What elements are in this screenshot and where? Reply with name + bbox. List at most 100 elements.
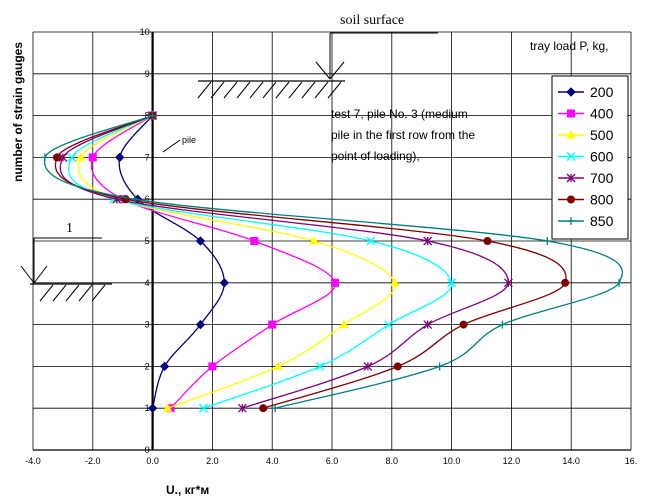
data-point [195,319,206,330]
marker-stroke [315,361,325,371]
y-tick-label: 10 [140,27,150,37]
section-symbol [20,237,112,302]
x-tick-label: 12.0 [503,456,521,466]
data-point [615,278,624,287]
series-700 [58,111,513,413]
test-note-line: point of loading), [331,149,420,163]
data-point [459,320,468,329]
axes [33,32,631,451]
data-point [52,153,61,162]
marker-stroke [67,152,77,162]
hatch-line [314,81,329,99]
data-point [159,361,170,372]
series-line [54,115,567,409]
legend-label: 600 [590,149,614,165]
y-tick-label: 2 [145,361,150,371]
y-tick-label: 5 [145,236,150,246]
legend-label: 400 [590,106,614,122]
marker-stroke [366,236,376,246]
y-tick-label: 3 [145,320,150,330]
series-line [90,115,336,409]
data-point [315,361,325,371]
x-tick-label: 16. [625,456,638,466]
data-point [273,361,284,370]
legend-box [551,75,629,240]
test-note-line: test 7, pile No. 3 (medium [331,107,468,121]
legend-label: 500 [590,127,614,143]
data-point [250,237,259,245]
tick-labels: -4.0 -2.0 0.0 2.0 4.0 6.0 8.0 10.0 12.0 14.0 16. 0 1… [25,27,637,466]
y-axis-label: number of strain gauges [11,42,25,182]
data-point [543,237,552,245]
data-point [271,404,280,413]
data-point [498,320,507,329]
hatch-line [197,81,212,99]
x-tick-label: 0.0 [146,456,159,466]
hatch-line [249,81,264,99]
legend-item-850: 850 [558,213,614,229]
data-point [363,361,373,371]
data-point [330,278,339,287]
test-note: test 7, pile No. 3 (medium pile in the f… [331,107,475,163]
legend-marker [567,217,575,225]
y-tick-label: 8 [145,111,150,121]
x-tick-label: -4.0 [25,456,41,466]
hatch-line [236,81,251,99]
legend-marker [566,129,576,139]
y-tick-label: 9 [145,69,150,79]
legend-marker [567,195,575,204]
x-tick-label: 6.0 [326,456,339,466]
data-point [389,277,400,287]
legend-item-600: 600 [558,149,614,165]
data-point [67,152,77,162]
y-tick-label: 1 [145,403,150,413]
hatch-line [223,81,238,99]
data-point [198,403,208,413]
series-850 [40,111,624,413]
marker-stroke [384,320,394,330]
data-point [483,237,492,245]
hatch-line [210,81,225,99]
x-tick-label: -2.0 [85,456,101,466]
legend-label: 850 [590,213,614,229]
y-tick-label: 6 [145,194,150,204]
data-point [40,153,49,162]
hatch-line [52,284,67,302]
legend-label: 800 [590,192,614,208]
data-point [75,152,86,161]
x-tick-label: 8.0 [386,456,399,466]
legend-marker [567,109,575,118]
marker-stroke [566,151,576,162]
section-label: 1 [66,221,73,236]
legend-label: 200 [590,84,614,100]
data-point [339,319,349,329]
hatch-line [39,284,54,302]
legend-item-700: 700 [558,170,614,186]
series-line [59,115,510,409]
marker-stroke [447,278,457,288]
data-point [503,278,513,288]
data-point [435,362,444,371]
series-line [67,115,453,409]
legend-title: tray load P, kg, [530,39,609,53]
data-point [147,403,158,413]
data-point [148,111,157,120]
y-tick-label: 7 [145,152,150,162]
test-note-line: pile in the first row from the [331,128,475,142]
data-point [309,235,319,245]
hatch-line [327,81,342,99]
legend-item-200: 200 [558,84,614,100]
legend-item-400: 400 [558,106,614,122]
data-point [219,278,230,288]
data-point [88,153,97,162]
y-tick-label: 4 [145,278,150,288]
pile-label: pile [182,135,196,145]
marker-stroke [198,403,208,413]
x-tick-label: 10.0 [443,456,461,466]
legend-item-800: 800 [558,192,614,208]
data-point [384,320,394,330]
data-point [423,320,433,330]
soil-surface-symbol [197,32,438,99]
